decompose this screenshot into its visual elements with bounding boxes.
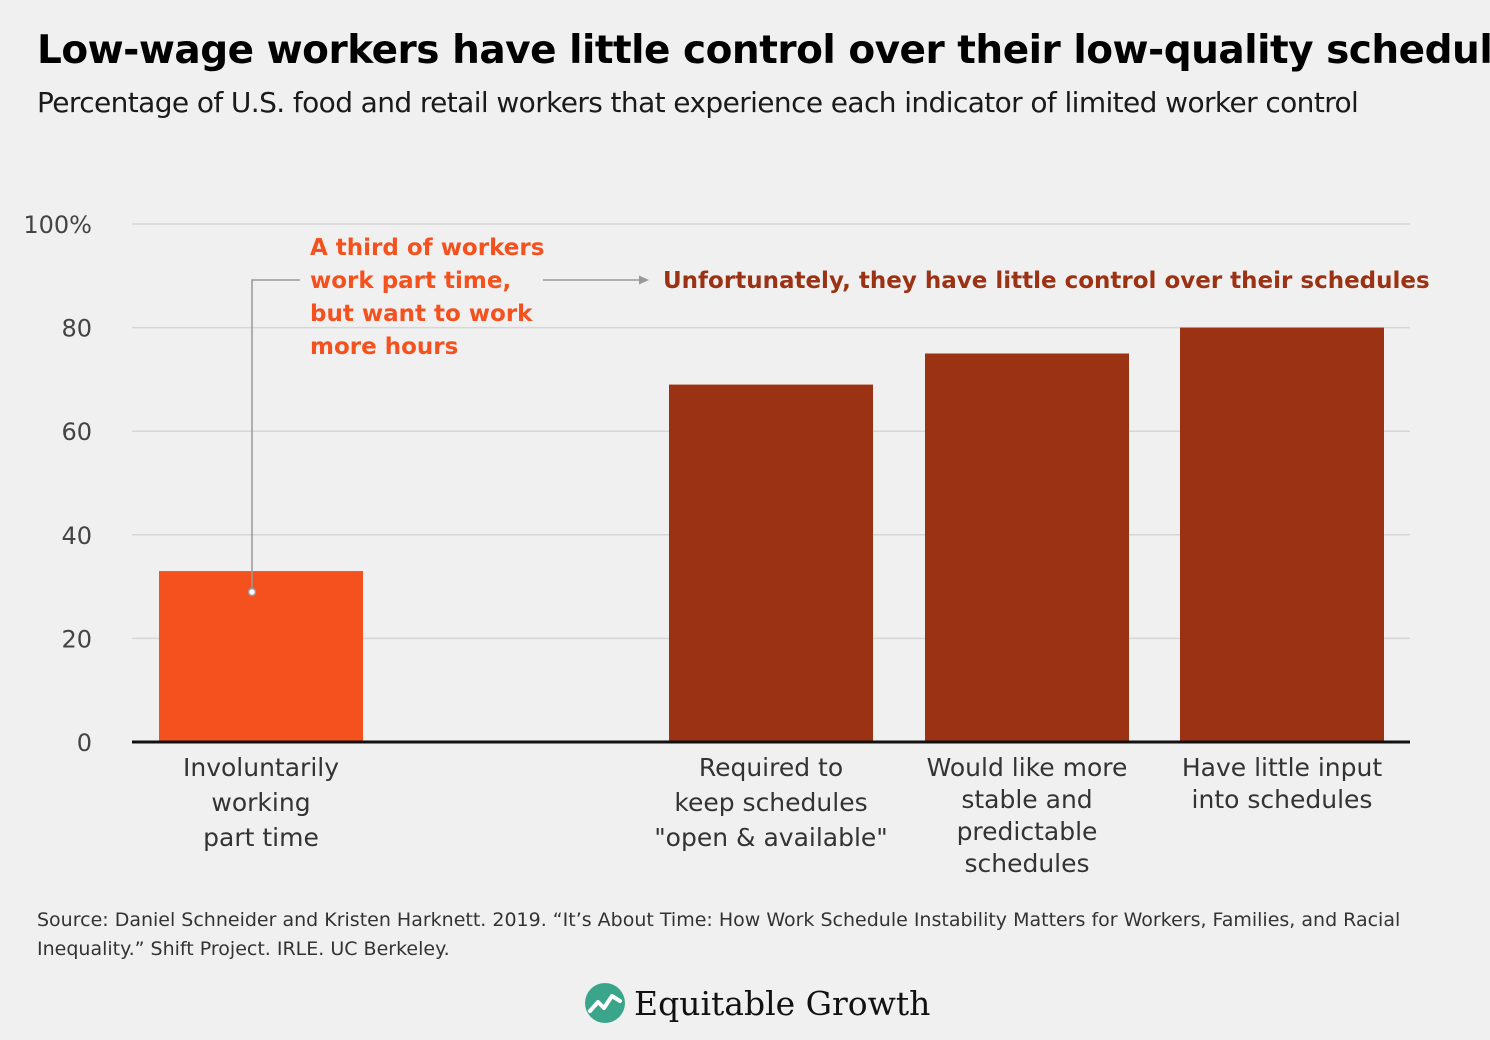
- source-note: Source: Daniel Schneider and Kristen Har…: [37, 909, 1401, 960]
- y-tick-label: 0: [77, 729, 92, 757]
- bar: [925, 353, 1129, 742]
- y-tick-label: 20: [61, 625, 92, 653]
- y-tick-label: 40: [61, 522, 92, 550]
- y-tick-label: 100%: [23, 211, 92, 239]
- publisher-logo: Equitable Growth: [584, 982, 930, 1024]
- chart-subtitle: Percentage of U.S. food and retail worke…: [37, 86, 1359, 119]
- bar: [1180, 327, 1384, 742]
- bar: [669, 384, 873, 742]
- category-labels: Involuntarily working part time Required to…: [183, 753, 1382, 878]
- bar-chart: 0 20 40 60 80 100% A third of workers work par…: [23, 211, 1430, 878]
- equitable-growth-logo-icon: [585, 983, 625, 1023]
- category-label: Would like more stable and predictable sche…: [927, 753, 1128, 878]
- category-label: Involuntarily working part time: [183, 753, 339, 852]
- y-axis-ticks: 0 20 40 60 80 100%: [23, 211, 92, 757]
- bars: [159, 327, 1384, 742]
- category-label: Have little input into schedules: [1182, 753, 1383, 814]
- annotations: A third of workers work part time, but wan…: [247, 235, 1430, 597]
- logo-text: Equitable Growth: [634, 983, 931, 1023]
- arrow-head-icon: [639, 275, 649, 285]
- chart-title: Low-wage workers have little control ove…: [37, 28, 1490, 73]
- category-label: Required to keep schedules "open & availab…: [654, 753, 888, 852]
- annotation-little-control: Unfortunately, they have little control …: [663, 268, 1430, 294]
- y-tick-label: 60: [61, 418, 92, 446]
- annotation-leader-line: [251, 279, 300, 592]
- y-tick-label: 80: [61, 315, 92, 343]
- annotation-dot: [247, 587, 257, 597]
- annotation-part-time: A third of workers work part time, but wan…: [310, 235, 544, 360]
- bar: [159, 571, 363, 742]
